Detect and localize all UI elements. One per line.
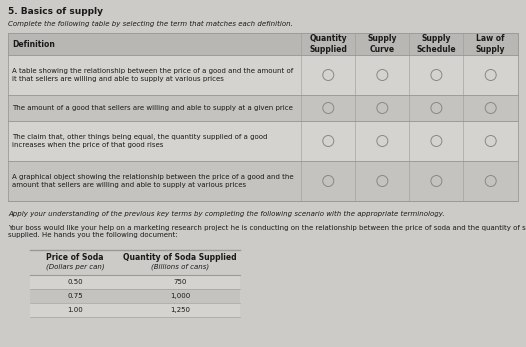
Bar — [8, 95, 518, 121]
Text: 750: 750 — [174, 279, 187, 285]
Bar — [30, 275, 240, 289]
Text: Quantity of Soda Supplied: Quantity of Soda Supplied — [123, 253, 237, 262]
Text: (Dollars per can): (Dollars per can) — [46, 263, 105, 270]
Text: Quantity
Supplied: Quantity Supplied — [309, 34, 347, 54]
Text: Supply
Schedule: Supply Schedule — [417, 34, 456, 54]
Text: 5. Basics of supply: 5. Basics of supply — [8, 7, 103, 16]
Bar — [8, 161, 518, 201]
Text: Complete the following table by selecting the term that matches each definition.: Complete the following table by selectin… — [8, 21, 293, 27]
Bar — [30, 303, 240, 317]
Bar — [8, 55, 518, 95]
Text: Definition: Definition — [12, 40, 55, 49]
Text: 1,250: 1,250 — [170, 307, 190, 313]
Bar — [30, 289, 240, 303]
Text: 0.75: 0.75 — [67, 293, 83, 299]
Text: Your boss would like your help on a marketing research project he is conducting : Your boss would like your help on a mark… — [8, 225, 526, 238]
Text: Supply
Curve: Supply Curve — [368, 34, 397, 54]
Text: The claim that, other things being equal, the quantity supplied of a good
increa: The claim that, other things being equal… — [12, 134, 267, 148]
Text: Apply your understanding of the previous key terms by completing the following s: Apply your understanding of the previous… — [8, 211, 444, 217]
Text: A graphical object showing the relationship between the price of a good and the
: A graphical object showing the relations… — [12, 174, 294, 188]
Text: The amount of a good that sellers are willing and able to supply at a given pric: The amount of a good that sellers are wi… — [12, 105, 293, 111]
Text: A table showing the relationship between the price of a good and the amount of
i: A table showing the relationship between… — [12, 68, 294, 82]
Text: Law of
Supply: Law of Supply — [476, 34, 505, 54]
Text: 0.50: 0.50 — [67, 279, 83, 285]
Text: 1,000: 1,000 — [170, 293, 190, 299]
Bar — [8, 121, 518, 161]
Text: 1.00: 1.00 — [67, 307, 83, 313]
Bar — [8, 33, 518, 55]
Text: (Billions of cans): (Billions of cans) — [151, 263, 209, 270]
Text: Price of Soda: Price of Soda — [46, 253, 104, 262]
